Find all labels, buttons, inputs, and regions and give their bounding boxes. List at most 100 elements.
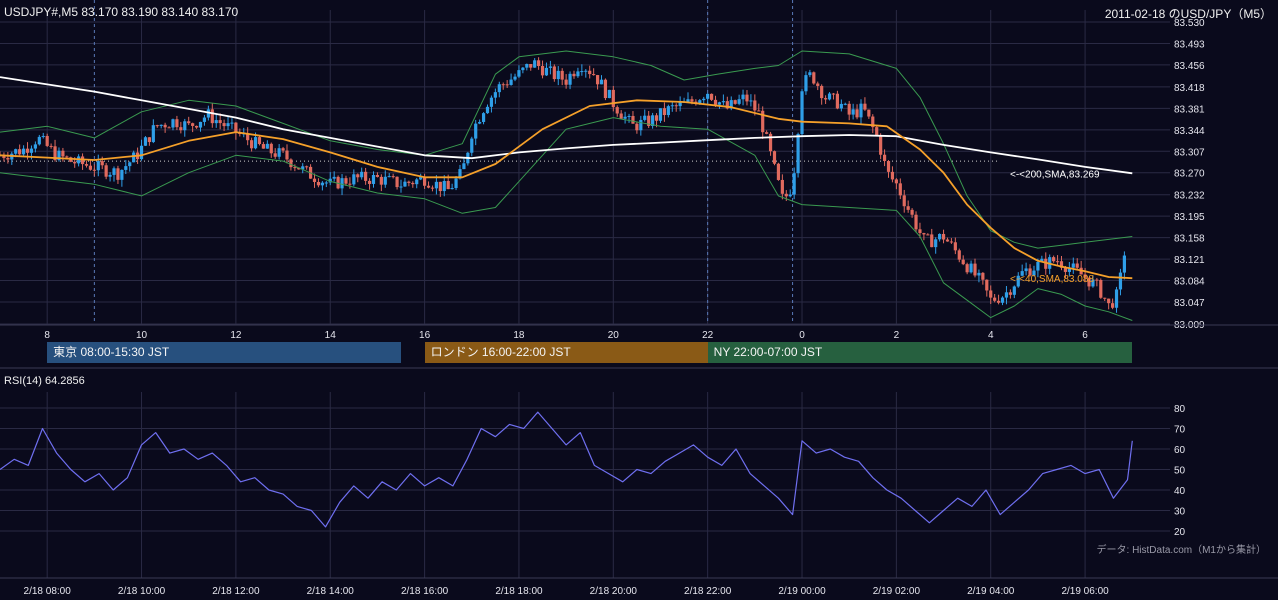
rsi-line (0, 411, 1133, 528)
candle-body (167, 127, 171, 129)
candle-body (371, 174, 376, 184)
candle-body (505, 84, 509, 86)
candle-body (957, 250, 961, 260)
sma40-line (0, 99, 1133, 280)
candle-body (442, 180, 446, 192)
candle-body (662, 108, 667, 116)
candle-body (1008, 292, 1012, 295)
candle-body (725, 101, 729, 109)
rsi-time-tick-label: 2/18 20:00 (590, 586, 638, 597)
candle-body (155, 125, 159, 127)
time-tick-label: 18 (513, 330, 525, 341)
candle-body (411, 182, 415, 185)
candle-body (800, 91, 804, 135)
rsi-tick-label: 70 (1174, 425, 1186, 436)
candle-body (230, 122, 234, 124)
candle-body (784, 193, 788, 197)
candle-body (521, 67, 525, 71)
candle-body (973, 263, 977, 276)
candle-body (289, 159, 293, 168)
candle-body (902, 195, 906, 207)
time-tick-label: 16 (419, 330, 431, 341)
candle-body (765, 132, 769, 134)
candle-body (305, 166, 309, 168)
candle-body (737, 99, 741, 104)
candle-body (945, 239, 950, 242)
candle-body (509, 79, 513, 85)
candle-body (391, 176, 395, 178)
candle-body (572, 73, 576, 77)
candle-body (721, 101, 725, 103)
candle-body (1052, 257, 1056, 262)
candle-body (544, 67, 549, 76)
candle-body (25, 148, 30, 153)
candle-body (253, 137, 258, 149)
candle-body (788, 194, 792, 197)
candle-body (1000, 297, 1005, 303)
candle-body (686, 99, 690, 102)
candle-body (120, 169, 124, 180)
candle-body (1075, 263, 1079, 268)
time-tick-label: 12 (230, 330, 242, 341)
candle-body (1016, 275, 1020, 287)
candle-body (1107, 298, 1111, 304)
rsi-time-tick-label: 2/19 06:00 (1061, 586, 1109, 597)
price-tick-label: 83.232 (1174, 191, 1205, 202)
candle-body (599, 79, 604, 85)
price-tick-label: 83.344 (1174, 126, 1205, 137)
rsi-tick-label: 40 (1174, 486, 1186, 497)
candle-body (234, 122, 238, 134)
candle-body (666, 106, 670, 116)
session-tokyo: 東京 08:00-15:30 JST (47, 342, 401, 363)
candle-body (607, 89, 611, 99)
price-tick-label: 83.530 (1174, 18, 1205, 29)
candle-body (525, 64, 529, 68)
candle-body (611, 89, 615, 108)
candle-body (124, 166, 128, 170)
candle-body (772, 151, 777, 164)
candle-body (552, 66, 556, 80)
candle-body (564, 79, 568, 85)
candle-body (301, 166, 305, 170)
price-tick-label: 83.084 (1174, 277, 1205, 288)
rsi-time-tick-label: 2/18 18:00 (495, 586, 543, 597)
candle-body (116, 168, 120, 180)
candle-body (18, 149, 22, 155)
candle-body (835, 93, 839, 109)
candle-body (446, 180, 450, 190)
candle-body (395, 176, 399, 188)
candle-body (399, 186, 403, 188)
candle-body (222, 123, 226, 127)
candle-body (792, 173, 796, 195)
candle-body (407, 181, 411, 183)
candle-body (796, 134, 800, 174)
rsi-time-tick-label: 2/19 00:00 (778, 586, 826, 597)
time-tick-label: 10 (136, 330, 148, 341)
candle-body (702, 98, 706, 101)
candle-body (969, 263, 973, 273)
candle-body (930, 234, 934, 248)
rsi-time-tick-label: 2/18 08:00 (24, 586, 72, 597)
candle-body (1095, 279, 1099, 281)
candle-body (356, 174, 360, 178)
candle-body (953, 242, 957, 251)
candle-body (139, 145, 144, 160)
time-tick-label: 22 (702, 330, 714, 341)
candle-body (729, 100, 733, 109)
candle-body (717, 102, 722, 105)
candle-body (218, 120, 222, 124)
rsi-tick-label: 50 (1174, 466, 1186, 477)
candle-body (474, 123, 478, 139)
candle-body (422, 177, 427, 186)
candle-body (517, 70, 521, 77)
candle-body (96, 161, 100, 171)
price-tick-label: 83.493 (1174, 39, 1205, 50)
candle-body (430, 187, 435, 189)
candle-body (584, 70, 588, 72)
candle-body (100, 161, 104, 166)
rsi-time-tick-label: 2/18 22:00 (684, 586, 732, 597)
time-tick-label: 2 (894, 330, 900, 341)
candle-body (434, 181, 438, 189)
candle-body (281, 148, 285, 151)
candle-body (53, 146, 57, 160)
